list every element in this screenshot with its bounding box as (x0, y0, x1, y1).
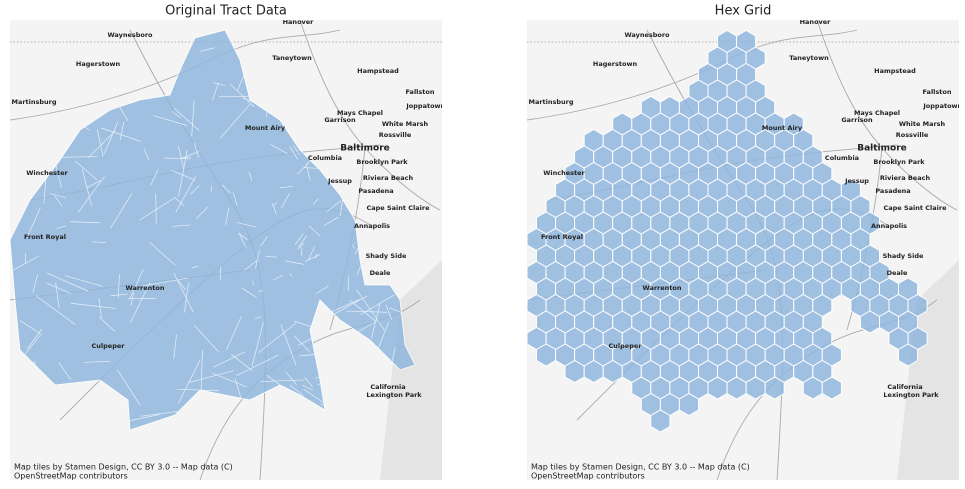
place-label: Taneytown (789, 54, 829, 62)
panel-title: Hex Grid (715, 4, 772, 19)
place-label: Hanover (800, 18, 832, 26)
panel-title: Original Tract Data (165, 4, 287, 19)
hex-cell (746, 377, 765, 399)
place-label: Mount Airy (245, 124, 286, 132)
place-label: Taneytown (272, 54, 312, 62)
place-label: Columbia (308, 154, 342, 162)
place-label: Cape Saint Claire (883, 204, 947, 212)
place-label: Garrison (324, 116, 356, 124)
map-panel: Hanover Waynesboro Hagerstown Taneytown Hamp… (0, 18, 450, 480)
hex-cell (860, 311, 879, 333)
place-label: Lexington Park (883, 391, 939, 399)
place-label: Winchester (543, 169, 585, 177)
place-label: Baltimore (857, 144, 907, 154)
place-label: California (887, 383, 922, 391)
place-label: Brooklyn Park (873, 158, 925, 166)
place-label: Mount Airy (762, 124, 803, 132)
place-label: Warrenton (643, 284, 682, 292)
place-label: Waynesboro (107, 31, 153, 39)
place-label: Martinsburg (11, 98, 56, 106)
hex-cell (537, 344, 556, 366)
place-label: Deale (887, 269, 908, 277)
place-label: Jessup (327, 177, 352, 185)
place-label: Front Royal (24, 233, 66, 241)
place-label: Shady Side (883, 252, 924, 260)
place-label: Hagerstown (593, 60, 638, 68)
hex-cell (708, 377, 727, 399)
place-label: Annapolis (871, 222, 907, 230)
hex-cell (651, 410, 670, 432)
place-label: Cape Saint Claire (366, 204, 430, 212)
place-label: Rossville (379, 131, 412, 139)
hex-cell (727, 377, 746, 399)
place-label: Front Royal (541, 233, 583, 241)
place-label: Riviera Beach (880, 174, 931, 182)
place-label: Deale (370, 269, 391, 277)
place-label: Garrison (841, 116, 873, 124)
place-label: Culpeper (609, 342, 643, 350)
place-label: Joppatowne (405, 102, 450, 110)
place-label: California (370, 383, 405, 391)
hex-cell (584, 361, 603, 383)
place-label: Pasadena (358, 187, 393, 195)
attribution: Map tiles by Stamen Design, CC BY 3.0 --… (531, 463, 750, 472)
place-label: Joppatowne (922, 102, 965, 110)
hex-cell (765, 377, 784, 399)
place-label: Riviera Beach (363, 174, 414, 182)
place-label: Warrenton (126, 284, 165, 292)
place-label: Shady Side (366, 252, 407, 260)
place-label: Brooklyn Park (356, 158, 408, 166)
attribution: OpenStreetMap contributors (531, 472, 645, 481)
place-label: Pasadena (875, 187, 910, 195)
place-label: Hampstead (357, 67, 399, 75)
place-label: Martinsburg (528, 98, 573, 106)
hex-cell (565, 361, 584, 383)
place-label: Hanover (283, 18, 315, 26)
place-label: White Marsh (899, 120, 946, 128)
place-label: White Marsh (382, 120, 429, 128)
place-label: Columbia (825, 154, 859, 162)
attribution: OpenStreetMap contributors (14, 472, 128, 481)
hex-cell (899, 344, 918, 366)
place-label: Baltimore (340, 144, 390, 154)
hex-cell (822, 377, 841, 399)
hex-cell (803, 377, 822, 399)
hex-cell (679, 394, 698, 416)
place-label: Hagerstown (76, 60, 121, 68)
place-label: Winchester (26, 169, 68, 177)
place-label: Rossville (896, 131, 929, 139)
attribution: Map tiles by Stamen Design, CC BY 3.0 --… (14, 463, 233, 472)
place-label: Culpeper (92, 342, 126, 350)
place-label: Waynesboro (624, 31, 670, 39)
place-label: Jessup (844, 177, 869, 185)
place-label: Lexington Park (366, 391, 422, 399)
place-label: Fallston (406, 88, 435, 96)
hex-cell (603, 361, 622, 383)
place-label: Fallston (923, 88, 952, 96)
map-panel: Hanover Waynesboro Hagerstown Taneytown Hamp… (527, 18, 965, 480)
place-label: Annapolis (354, 222, 390, 230)
place-label: Hampstead (874, 67, 916, 75)
